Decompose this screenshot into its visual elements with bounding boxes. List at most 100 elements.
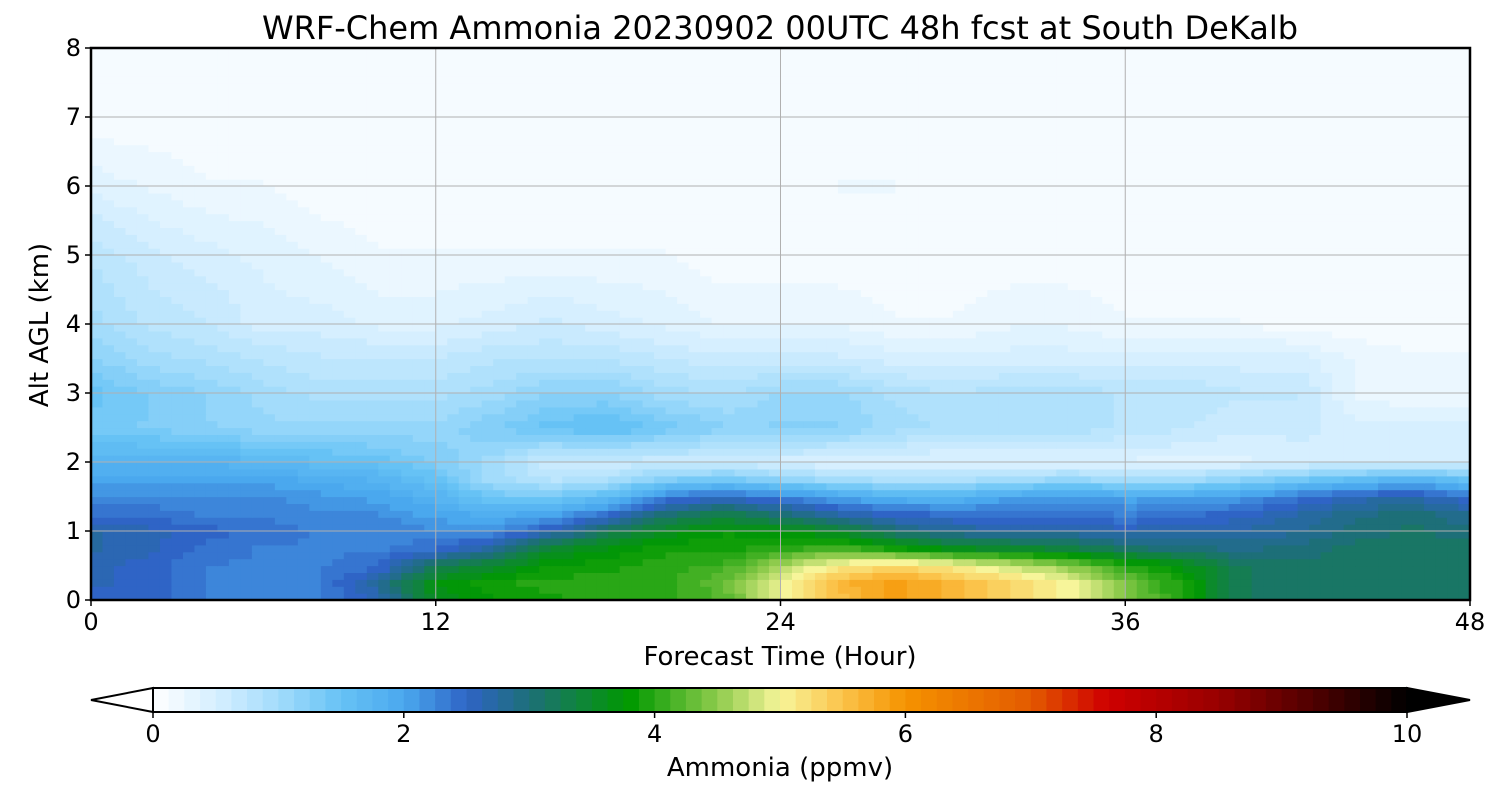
heatmap-cell — [1113, 551, 1126, 560]
heatmap-cell — [631, 399, 644, 408]
heatmap-cell — [113, 386, 127, 394]
heatmap-cell — [1102, 365, 1115, 373]
heatmap-cell — [987, 372, 1000, 380]
heatmap-cell — [182, 462, 196, 470]
heatmap-cell — [895, 537, 908, 546]
heatmap-cell — [1056, 337, 1069, 346]
heatmap-cell — [688, 593, 701, 601]
heatmap-cell — [343, 406, 356, 415]
heatmap-cell — [987, 517, 1000, 525]
heatmap-cell — [516, 551, 529, 560]
heatmap-cell — [964, 517, 977, 525]
heatmap-cell — [895, 572, 908, 580]
heatmap-cell — [1378, 537, 1391, 546]
heatmap-cell — [309, 393, 322, 401]
heatmap-cell — [1320, 317, 1333, 325]
heatmap-cell — [286, 586, 299, 594]
heatmap-cell — [343, 579, 356, 587]
heatmap-cell — [677, 482, 690, 491]
heatmap-cell — [769, 544, 782, 553]
heatmap-cell — [757, 324, 770, 332]
heatmap-cell — [378, 393, 391, 401]
heatmap-cell — [309, 551, 322, 560]
heatmap-cell — [1401, 475, 1414, 484]
heatmap-cell — [1079, 413, 1092, 422]
heatmap-cell — [837, 489, 851, 498]
heatmap-cell — [1458, 365, 1471, 373]
heatmap-cell — [1205, 475, 1218, 484]
heatmap-cell — [389, 434, 402, 442]
heatmap-cell — [1159, 386, 1172, 394]
heatmap-cell — [803, 337, 816, 346]
heatmap-cell — [952, 496, 965, 504]
heatmap-cell — [412, 344, 425, 353]
heatmap-cell — [343, 337, 356, 346]
heatmap-cell — [849, 455, 862, 463]
heatmap-cell — [780, 482, 793, 491]
heatmap-cell — [711, 324, 724, 332]
heatmap-cell — [251, 351, 264, 360]
heatmap-cell — [297, 358, 310, 366]
heatmap-cell — [378, 365, 391, 373]
heatmap-cell — [1067, 572, 1080, 580]
heatmap-cell — [780, 455, 793, 463]
heatmap-cell — [205, 531, 219, 539]
heatmap-cell — [837, 565, 851, 573]
heatmap-cell — [182, 427, 196, 435]
heatmap-cell — [700, 475, 713, 484]
heatmap-cell — [929, 462, 942, 470]
heatmap-cell — [642, 496, 655, 504]
heatmap-cell — [642, 448, 655, 456]
heatmap-cell — [814, 524, 828, 532]
heatmap-cell — [309, 517, 322, 525]
heatmap-cell — [320, 475, 333, 484]
heatmap-cell — [1297, 372, 1310, 380]
heatmap-cell — [286, 344, 299, 353]
heatmap-cell — [1401, 324, 1414, 332]
heatmap-cell — [1217, 586, 1230, 594]
heatmap-cell — [654, 399, 667, 408]
heatmap-cell — [1447, 462, 1460, 470]
heatmap-cell — [493, 544, 506, 553]
heatmap-cell — [1056, 593, 1069, 601]
heatmap-cell — [906, 489, 919, 498]
heatmap-cell — [320, 427, 333, 435]
heatmap-cell — [412, 448, 425, 456]
heatmap-cell — [148, 593, 161, 601]
heatmap-cell — [860, 379, 874, 387]
heatmap-cell — [964, 386, 977, 394]
heatmap-cell — [102, 337, 115, 346]
heatmap-cell — [516, 420, 529, 429]
heatmap-cell — [906, 365, 919, 373]
heatmap-cell — [837, 372, 851, 380]
heatmap-cell — [1332, 496, 1345, 504]
heatmap-cell — [964, 379, 977, 387]
heatmap-cell — [573, 351, 586, 360]
heatmap-cell — [1171, 393, 1184, 401]
heatmap-cell — [435, 351, 448, 360]
heatmap-cell — [769, 441, 782, 449]
heatmap-cell — [1044, 537, 1057, 546]
heatmap-cell — [769, 310, 782, 318]
heatmap-cell — [1136, 379, 1149, 387]
heatmap-cell — [1458, 517, 1471, 525]
heatmap-cell — [355, 524, 368, 532]
heatmap-cell — [654, 406, 667, 415]
heatmap-cell — [1079, 379, 1092, 387]
heatmap-cell — [274, 379, 287, 387]
heatmap-cell — [113, 351, 127, 360]
heatmap-cell — [1102, 324, 1115, 332]
heatmap-cell — [688, 337, 701, 346]
heatmap-cell — [91, 434, 104, 442]
heatmap-cell — [205, 586, 219, 594]
heatmap-cell — [1389, 399, 1402, 408]
heatmap-cell — [573, 413, 586, 422]
heatmap-cell — [320, 413, 333, 422]
heatmap-cell — [286, 365, 299, 373]
heatmap-cell — [1274, 503, 1287, 511]
heatmap-cell — [470, 462, 483, 470]
heatmap-cell — [470, 310, 483, 318]
heatmap-cell — [906, 593, 919, 601]
heatmap-cell — [964, 537, 977, 546]
heatmap-cell — [1228, 524, 1241, 532]
